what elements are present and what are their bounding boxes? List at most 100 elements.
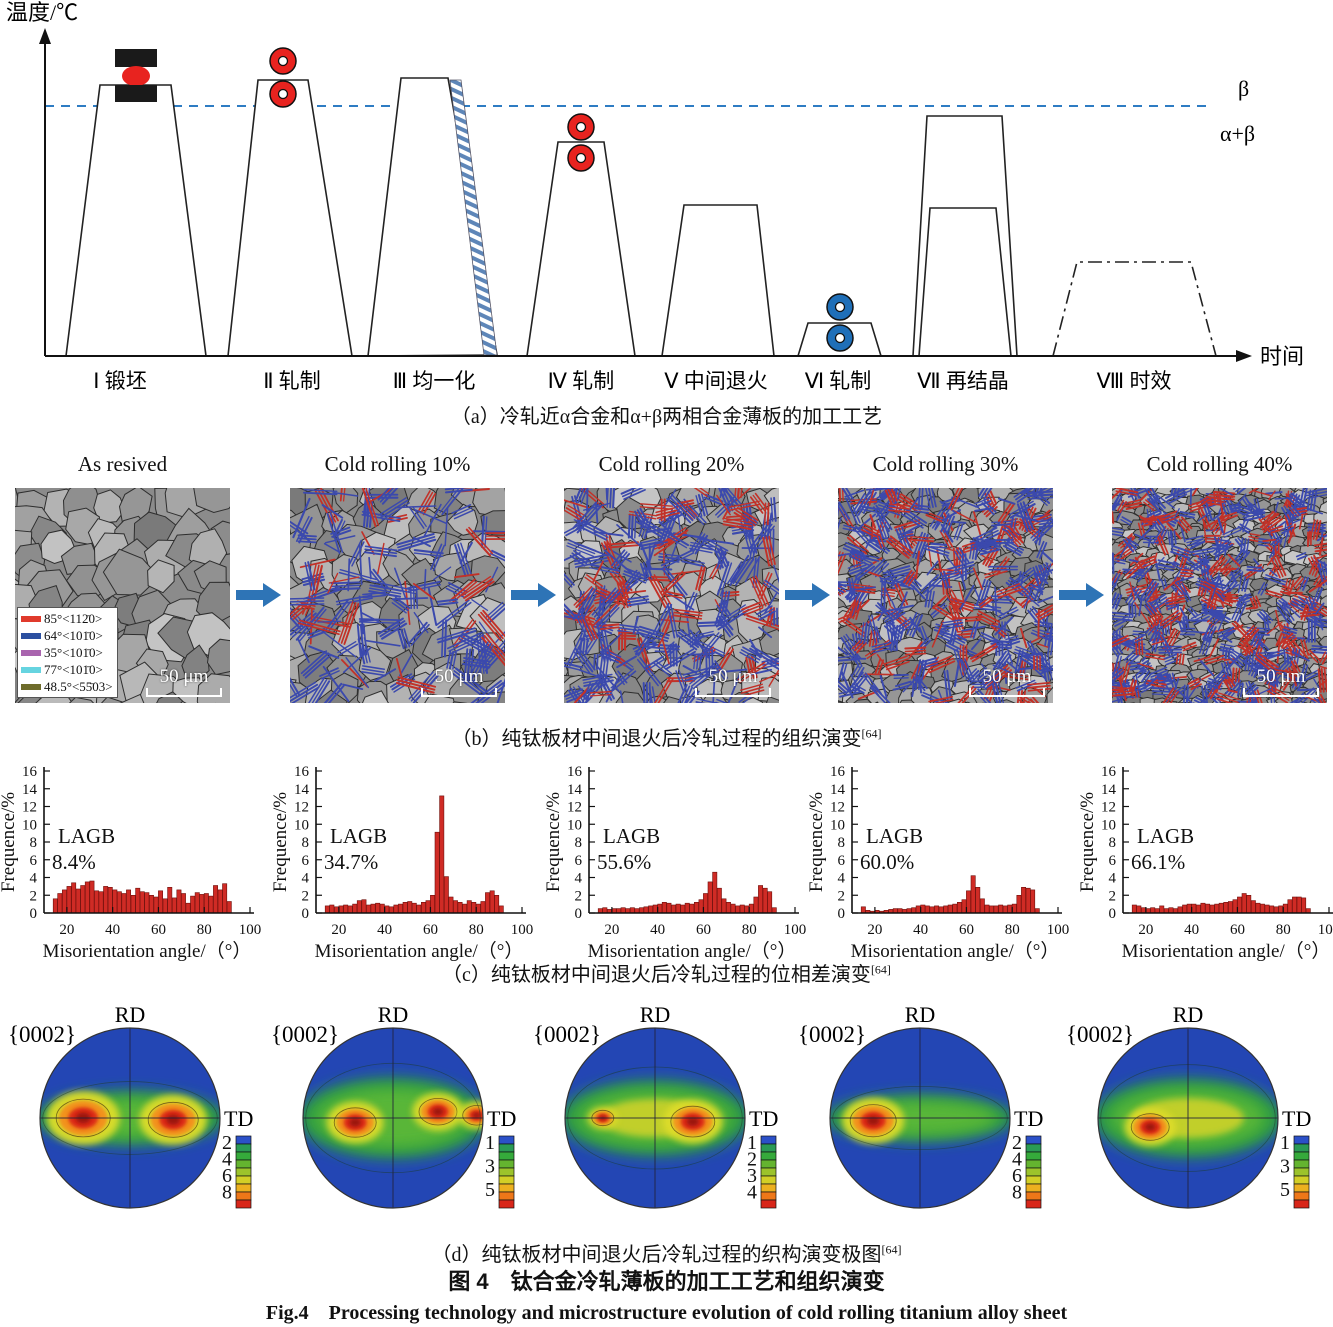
x-axis-label: Misorientation angle/（°）: [851, 940, 1060, 962]
panel-d-caption-ref: [64]: [881, 1242, 902, 1257]
alpha-beta-phase-label: α+β: [1220, 121, 1255, 146]
svg-text:12: 12: [567, 800, 582, 816]
svg-text:10: 10: [567, 817, 582, 833]
process-step-4-shape: [526, 141, 636, 357]
legend-swatch: [21, 649, 41, 656]
color-scale-tick: 5: [1280, 1179, 1290, 1201]
svg-text:14: 14: [22, 782, 38, 798]
scale-bar: 50 μm: [1243, 667, 1319, 697]
color-scale-tick: 1: [747, 1132, 757, 1154]
color-scale-tick: 1: [1280, 1132, 1290, 1154]
y-axis-label: Frequence/%: [543, 792, 564, 892]
color-scale-tick: 1: [485, 1132, 495, 1154]
scale-bar: 50 μm: [695, 667, 771, 697]
svg-text:8: 8: [302, 835, 310, 851]
micrograph-cr40: 50 μm: [1112, 488, 1327, 703]
svg-text:14: 14: [567, 782, 583, 798]
td-label: TD: [1282, 1106, 1311, 1131]
process-arrow-icon: [236, 583, 281, 607]
svg-text:0: 0: [838, 906, 846, 922]
twin-boundaries: [838, 488, 1053, 703]
svg-text:8: 8: [838, 835, 846, 851]
rd-label: RD: [115, 1002, 146, 1027]
scale-bar-line: [969, 688, 1045, 697]
histogram-cr20: 0 2 4 6 8 10 12 14 16 20 40 60 80 100 LAGB 55.6% Misorie…: [543, 763, 806, 962]
svg-text:8: 8: [1109, 835, 1117, 851]
svg-text:4: 4: [575, 871, 583, 887]
svg-text:60: 60: [696, 922, 711, 938]
scale-bar-line: [695, 688, 771, 697]
micrograph-cr10: 50 μm: [290, 488, 505, 703]
process-step-8-shape: [1051, 261, 1218, 357]
svg-text:80: 80: [1276, 922, 1291, 938]
svg-text:40: 40: [1184, 922, 1199, 938]
step-3-label: Ⅲ 均一化: [393, 369, 476, 393]
svg-text:4: 4: [30, 871, 38, 887]
step-5-label: Ⅴ 中间退火: [664, 369, 768, 393]
micrograph-title-2: Cold rolling 10%: [324, 452, 471, 476]
micrograph-title-3: Cold rolling 20%: [598, 452, 745, 476]
y-axis-label: Frequence/%: [1077, 792, 1098, 892]
temperature-axis-arrow: [39, 28, 51, 44]
micrograph-image: [290, 488, 505, 703]
scale-bar-line: [146, 688, 222, 697]
histogram-as-received: 0 2 4 6 8 10 12 14 16 20 40 60 80 100 LAGB 8.4% Misorien…: [0, 763, 261, 962]
svg-text:60: 60: [423, 922, 438, 938]
lagb-label: LAGB: [603, 824, 660, 848]
process-arrow-icon: [511, 583, 556, 607]
twin-boundaries: [290, 488, 505, 703]
scale-bar-line: [1243, 688, 1319, 697]
svg-text:4: 4: [302, 871, 310, 887]
micrograph-image: [838, 488, 1053, 703]
histogram-cr30: 0 2 4 6 8 10 12 14 16 20 40 60 80 100 LAGB 60.0% Misorie…: [806, 763, 1069, 962]
color-scale-tick: 8: [222, 1182, 232, 1204]
step-2-label: Ⅱ 轧制: [263, 369, 321, 393]
svg-text:60: 60: [1230, 922, 1245, 938]
process-arrow-icon: [1059, 583, 1104, 607]
legend-row: 64°<101̄0>: [21, 627, 113, 644]
svg-text:80: 80: [1005, 922, 1020, 938]
svg-text:12: 12: [1101, 800, 1116, 816]
legend-label: 77°<101̄0>: [44, 661, 103, 677]
panel-d-caption: （d）纯钛板材中间退火后冷轧过程的织构演变极图[64]: [0, 1238, 1333, 1267]
td-label: TD: [749, 1106, 778, 1131]
lagb-label: LAGB: [866, 824, 923, 848]
rd-label: RD: [640, 1002, 671, 1027]
lagb-label: LAGB: [330, 824, 387, 848]
color-scale-bar: 135: [485, 1132, 515, 1209]
hot-rolling-mill-icon: [567, 113, 595, 172]
pole-figure-intensity: [830, 1028, 1010, 1208]
scale-bar-label: 50 μm: [982, 666, 1032, 687]
svg-text:60: 60: [151, 922, 166, 938]
svg-text:100: 100: [784, 922, 807, 938]
x-axis-label: Misorientation angle/（°）: [315, 940, 524, 962]
pole-figure: {0002} RD TD 135: [1066, 1002, 1311, 1209]
svg-text:12: 12: [830, 800, 845, 816]
legend-label: 48.5°<55̄03>: [44, 678, 113, 694]
scale-bar: 50 μm: [146, 667, 222, 697]
hot-rolling-mill-icon: [269, 47, 297, 108]
svg-text:10: 10: [1101, 817, 1116, 833]
legend-swatch: [21, 632, 41, 639]
svg-text:2: 2: [575, 888, 583, 904]
svg-text:4: 4: [838, 871, 846, 887]
svg-text:16: 16: [567, 764, 583, 780]
svg-text:6: 6: [302, 853, 310, 869]
svg-text:6: 6: [575, 853, 583, 869]
color-scale-tick: 3: [1280, 1156, 1290, 1178]
scale-bar-label: 50 μm: [708, 666, 758, 687]
cold-rolling-mill-icon: [826, 293, 854, 352]
lagb-value: 8.4%: [52, 850, 96, 874]
color-scale-tick: 4: [222, 1149, 232, 1171]
pole-figure-intensity: [1098, 1028, 1278, 1208]
